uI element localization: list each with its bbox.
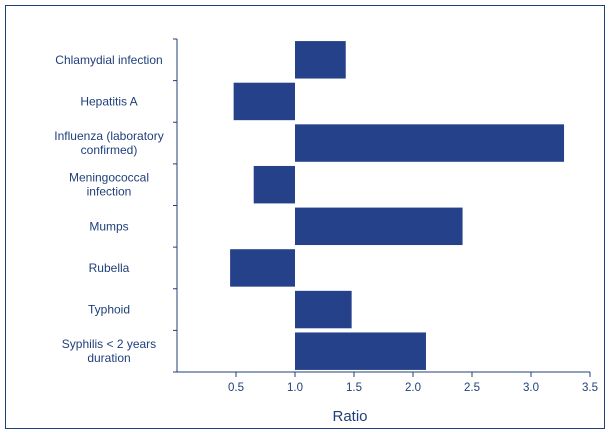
- x-tick-label-6: 3.5: [582, 382, 598, 394]
- x-tick-label-1: 1.0: [287, 382, 303, 394]
- bar-2: [295, 124, 565, 162]
- x-tick-label-4: 2.5: [464, 382, 480, 394]
- x-tick-label-3: 2.0: [405, 382, 421, 394]
- category-label-6: Typhoid: [88, 303, 130, 317]
- category-label-0: Chlamydial infection: [55, 53, 162, 67]
- category-label-3: Meningococcal infection: [69, 171, 149, 199]
- category-label-1: Hepatitis A: [80, 94, 137, 108]
- x-tick-label-5: 3.0: [523, 382, 539, 394]
- category-label-2: Influenza (laboratory confirmed): [54, 129, 163, 157]
- bar-6: [295, 290, 352, 329]
- category-label-5: Rubella: [89, 261, 130, 275]
- bar-5: [230, 249, 295, 287]
- x-tick-label-2: 1.5: [346, 382, 362, 394]
- x-axis-title: Ratio: [332, 408, 367, 425]
- bar-0: [295, 41, 346, 79]
- x-tick-label-0: 0.5: [228, 382, 244, 394]
- bar-7: [295, 332, 426, 370]
- bar-1: [233, 82, 295, 121]
- category-label-4: Mumps: [89, 219, 128, 233]
- category-label-7: Syphilis < 2 years duration: [62, 337, 156, 365]
- bar-4: [295, 207, 463, 246]
- bar-3: [253, 165, 295, 204]
